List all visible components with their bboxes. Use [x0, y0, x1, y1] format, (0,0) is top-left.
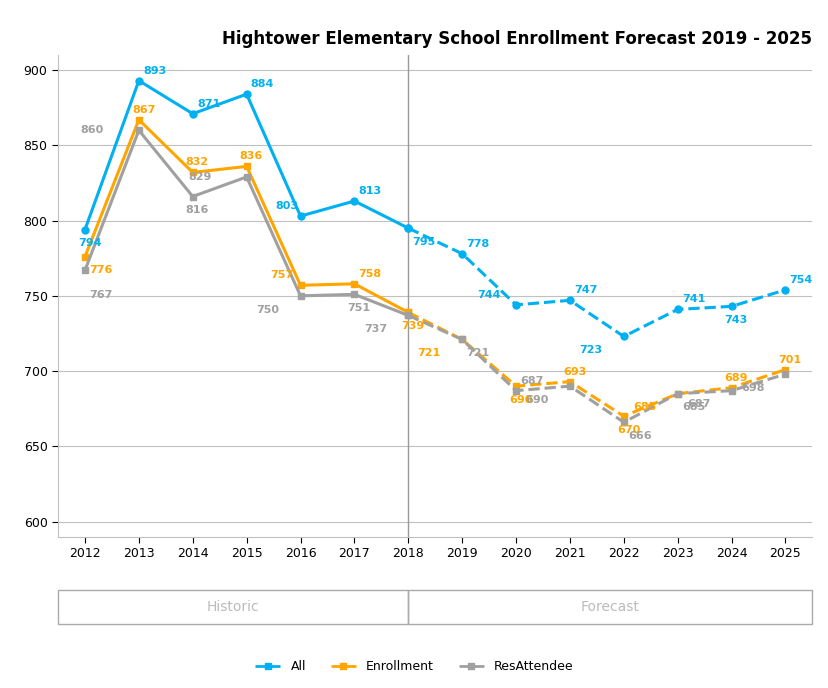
- Text: 747: 747: [574, 286, 597, 295]
- Text: 778: 778: [466, 239, 489, 249]
- Text: 751: 751: [347, 303, 370, 313]
- Text: 670: 670: [616, 425, 639, 435]
- Text: 739: 739: [401, 321, 424, 331]
- Text: 698: 698: [740, 383, 763, 393]
- Text: 685: 685: [681, 402, 705, 412]
- Text: 741: 741: [681, 294, 705, 305]
- Text: 893: 893: [143, 65, 166, 76]
- Text: Hightower Elementary School Enrollment Forecast 2019 - 2025: Hightower Elementary School Enrollment F…: [222, 30, 811, 48]
- Text: 693: 693: [562, 367, 585, 377]
- Text: 685: 685: [633, 402, 656, 412]
- Text: 744: 744: [477, 290, 500, 300]
- Text: 836: 836: [239, 151, 262, 162]
- Text: 829: 829: [188, 172, 211, 182]
- Text: 871: 871: [197, 99, 220, 109]
- Text: 758: 758: [359, 269, 381, 279]
- Text: 867: 867: [132, 105, 155, 115]
- Text: 666: 666: [628, 431, 651, 441]
- Text: 884: 884: [251, 79, 274, 89]
- Bar: [58, 590, 407, 624]
- Text: 816: 816: [185, 205, 209, 215]
- Text: 737: 737: [363, 324, 387, 334]
- Legend: All, Enrollment, ResAttendee: All, Enrollment, ResAttendee: [250, 655, 578, 678]
- Text: 721: 721: [417, 348, 440, 358]
- Text: Historic: Historic: [207, 600, 259, 614]
- Text: 687: 687: [686, 399, 710, 409]
- Text: 754: 754: [789, 275, 812, 285]
- Text: 743: 743: [724, 315, 747, 325]
- Bar: [407, 590, 811, 624]
- Text: 687: 687: [520, 376, 543, 386]
- Text: 750: 750: [256, 305, 279, 314]
- Text: 795: 795: [412, 237, 436, 247]
- Text: 832: 832: [185, 158, 209, 167]
- Text: 723: 723: [579, 345, 602, 355]
- Text: 701: 701: [777, 354, 801, 365]
- Text: 803: 803: [275, 201, 298, 211]
- Text: 690: 690: [508, 395, 532, 405]
- Text: 767: 767: [89, 290, 113, 300]
- Text: 860: 860: [80, 125, 104, 135]
- Text: 721: 721: [466, 348, 489, 358]
- Text: 757: 757: [270, 270, 293, 281]
- Text: 776: 776: [89, 266, 113, 275]
- Text: 690: 690: [525, 395, 548, 405]
- Text: 813: 813: [359, 186, 381, 196]
- Text: Forecast: Forecast: [580, 600, 639, 614]
- Text: 689: 689: [724, 373, 747, 383]
- Text: 794: 794: [78, 238, 101, 248]
